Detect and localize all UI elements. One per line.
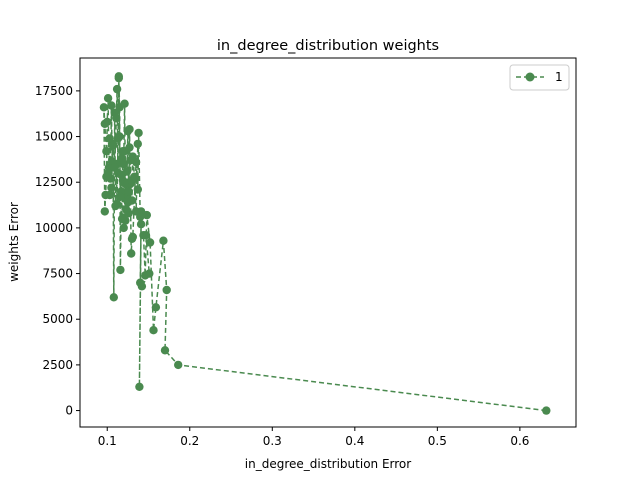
y-tick-label: 7500 — [42, 267, 73, 281]
y-tick-label: 10000 — [35, 221, 73, 235]
data-point — [105, 134, 114, 143]
data-point — [118, 147, 128, 156]
data-point — [107, 101, 116, 110]
data-point — [119, 159, 128, 169]
data-point — [115, 132, 124, 141]
data-point — [159, 236, 168, 245]
data-point — [122, 205, 131, 214]
x-tick-label: 0.3 — [263, 434, 282, 448]
y-axis-label: weights Error — [7, 202, 21, 282]
data-point — [145, 238, 155, 247]
data-point — [116, 265, 125, 275]
data-point — [542, 406, 551, 415]
data-point — [109, 293, 119, 302]
data-point — [103, 168, 113, 178]
data-point — [116, 192, 125, 201]
x-tick-label: 0.1 — [98, 434, 117, 448]
data-point — [117, 214, 127, 223]
axes-frame — [79, 57, 577, 428]
data-point — [149, 326, 158, 335]
y-tick-label: 5000 — [42, 312, 73, 326]
data-point — [135, 382, 144, 391]
data-point — [105, 190, 114, 200]
data-point — [114, 72, 124, 81]
data-point — [108, 141, 118, 150]
data-point — [100, 119, 110, 128]
data-point — [134, 128, 143, 138]
data-point — [107, 183, 116, 192]
x-tick-label: 0.2 — [180, 434, 199, 448]
data-point — [123, 126, 133, 136]
data-point — [145, 269, 154, 278]
y-tick-label: 12500 — [35, 175, 73, 189]
x-tick-label: 0.4 — [345, 434, 364, 448]
data-point — [133, 139, 142, 149]
x-axis-label: in_degree_distribution Error — [245, 457, 412, 471]
y-tick-label: 17500 — [35, 84, 73, 98]
data-point — [160, 346, 170, 355]
legend-entry-label: 1 — [555, 70, 563, 84]
chart-title: in_degree_distribution weights — [217, 38, 439, 54]
y-tick-label: 2500 — [42, 358, 73, 372]
data-point — [119, 223, 128, 233]
data-point — [131, 207, 141, 216]
y-tick-label: 15000 — [35, 130, 73, 144]
data-point — [136, 220, 146, 229]
data-point — [102, 147, 111, 156]
legend-box — [509, 64, 570, 91]
data-point — [103, 94, 113, 103]
data-point — [141, 231, 151, 240]
data-point — [99, 103, 109, 112]
data-point — [124, 187, 133, 196]
data-point — [100, 207, 110, 216]
data-point — [125, 143, 134, 152]
data-point — [127, 234, 137, 243]
data-point — [127, 196, 137, 205]
data-point — [122, 167, 132, 176]
data-point — [133, 185, 142, 194]
data-point — [120, 99, 129, 108]
data-point — [127, 249, 136, 258]
data-point — [151, 303, 161, 312]
x-axis-ticks: 0.1 0.2 0.3 0.4 0.5 0.6 — [98, 427, 529, 448]
data-point — [112, 84, 122, 94]
data-point — [111, 201, 120, 211]
legend-marker — [525, 72, 535, 82]
legend: 1 — [509, 64, 570, 91]
data-point — [130, 172, 139, 181]
data-point — [112, 114, 121, 123]
data-point — [174, 360, 183, 370]
x-tick-label: 0.6 — [510, 434, 529, 448]
plot-area — [99, 72, 551, 415]
y-axis-ticks: 0 2500 5000 7500 10000 12500 15000 17500 — [35, 84, 80, 418]
data-point — [128, 152, 137, 161]
x-tick-label: 0.5 — [428, 434, 447, 448]
data-point — [162, 285, 171, 295]
y-tick-label: 0 — [65, 404, 73, 418]
data-point — [136, 278, 145, 287]
